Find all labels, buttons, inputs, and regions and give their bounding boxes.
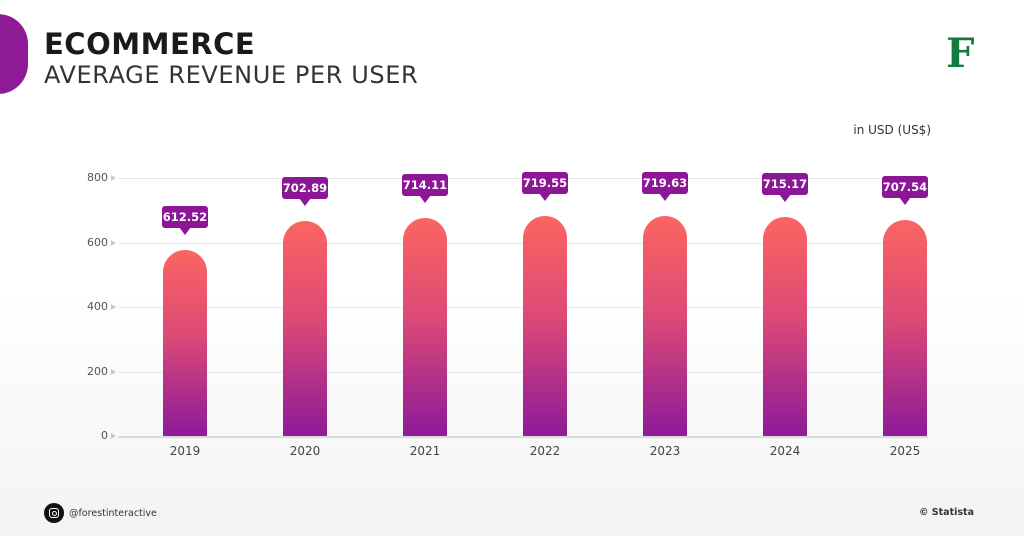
gridline <box>118 436 928 438</box>
y-tick-label: 600 <box>87 235 108 249</box>
value-label: 714.11 <box>402 173 448 203</box>
y-tick-label: 0 <box>101 429 108 442</box>
social-handle: @forestinteractive <box>44 503 157 523</box>
value-label: 719.63 <box>642 171 688 201</box>
unit-label: in USD (US$) <box>853 123 931 137</box>
chart-title: ECOMMERCE <box>44 27 256 61</box>
chart-subtitle: AVERAGE REVENUE PER USER <box>44 61 419 89</box>
bar-2019 <box>163 250 207 436</box>
x-tick-label: 2023 <box>649 444 681 458</box>
value-label: 715.17 <box>762 173 808 203</box>
source-credit: © Statista <box>918 507 974 518</box>
y-tick-arrow-icon <box>111 433 116 439</box>
value-label: 707.54 <box>882 175 928 205</box>
x-tick-label: 2021 <box>409 444 441 458</box>
y-tick-arrow-icon <box>111 239 116 246</box>
forest-logo-icon: F <box>946 30 975 77</box>
bar-2023 <box>643 215 687 436</box>
x-tick-label: 2020 <box>289 444 321 458</box>
y-tick-arrow-icon <box>111 175 116 181</box>
instagram-icon <box>44 503 64 523</box>
value-label: 719.55 <box>522 171 568 201</box>
value-label: 612.52 <box>162 206 208 236</box>
y-tick-label: 200 <box>87 364 108 378</box>
y-tick-label: 400 <box>87 300 108 313</box>
bar-2020 <box>283 221 327 436</box>
value-label: 702.89 <box>282 177 328 207</box>
x-tick-label: 2024 <box>769 444 801 458</box>
bar-2025 <box>883 219 927 436</box>
y-tick-label: 800 <box>87 171 108 184</box>
bar-2024 <box>763 217 807 436</box>
bar-2021 <box>403 217 447 436</box>
y-tick-arrow-icon <box>111 368 116 375</box>
bar-2022 <box>523 215 567 436</box>
x-tick-label: 2022 <box>529 444 561 458</box>
x-tick-label: 2025 <box>889 444 921 458</box>
handle-text: @forestinteractive <box>69 507 157 519</box>
y-tick-arrow-icon <box>111 304 116 310</box>
x-tick-label: 2019 <box>169 444 201 458</box>
